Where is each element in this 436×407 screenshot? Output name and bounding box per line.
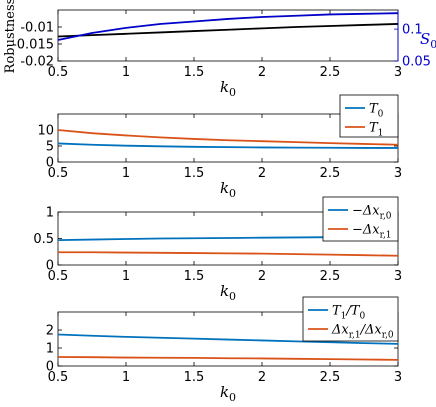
x-tick-label: 2.5 — [320, 65, 341, 80]
legend-entry: −Δxr,1 — [352, 223, 392, 241]
y-tick-label: 0.5 — [33, 232, 54, 247]
series-line-2 — [58, 251, 399, 257]
legend-entry: T0 — [369, 102, 384, 120]
x-tick-label: 3 — [394, 65, 402, 80]
y-tick-label: 0 — [46, 259, 54, 274]
x-tick-label: 2 — [258, 269, 266, 284]
x-axis-label: k0 — [220, 78, 236, 99]
right-y-tick-label: 0.1 — [402, 23, 423, 38]
series-line-1 — [57, 23, 399, 38]
series-line-2 — [57, 129, 399, 146]
x-tick-label: 1 — [122, 65, 130, 80]
y-tick-label: 0 — [46, 156, 54, 171]
legend-entry: T1/T0 — [332, 304, 365, 322]
chart-panel-1: 0.5 1 1.5 2 2.5 3 -0.02 -0.015 -0.01 0.05 0.1S0 Rob… — [3, 0, 436, 99]
y-tick-label: 1 — [46, 342, 54, 357]
plot-frame — [57, 113, 399, 163]
x-tick-label: 0.5 — [48, 269, 69, 284]
x-tick-label: 2 — [258, 166, 266, 181]
x-tick-label: 2.5 — [320, 166, 341, 181]
x-tick-label: 1.5 — [184, 166, 205, 181]
series-line-2 — [57, 12, 399, 41]
y-tick-label: 2 — [46, 324, 54, 339]
legend-box — [302, 296, 399, 342]
legend-entry: T1 — [369, 121, 383, 139]
x-tick-label: 1 — [122, 269, 130, 284]
x-tick-label: 3 — [394, 166, 402, 181]
legend: −Δxr,0−Δxr,1 — [322, 196, 399, 242]
y-tick-label: -0.015 — [12, 38, 54, 53]
y-axis-label: Robustness — [3, 0, 18, 73]
x-axis-label: k0 — [220, 383, 236, 404]
y-tick-label: 10 — [37, 124, 54, 139]
plot-frame — [57, 9, 399, 62]
x-tick-label: 0.5 — [48, 65, 69, 80]
right-y-tick-label: 0.05 — [402, 55, 431, 70]
x-tick-label: 2 — [258, 65, 266, 80]
x-tick-label: 1 — [122, 370, 130, 385]
y-tick-label: -0.02 — [20, 55, 54, 70]
legend-entry: −Δxr,0 — [352, 204, 392, 222]
x-tick-label: 1.5 — [184, 65, 205, 80]
series-line-2 — [57, 356, 399, 361]
x-tick-label: 0.5 — [48, 370, 69, 385]
x-tick-label: 2 — [258, 370, 266, 385]
x-tick-label: 1.5 — [184, 269, 205, 284]
legend-box — [322, 196, 399, 242]
x-tick-label: 2.5 — [320, 370, 341, 385]
x-tick-label: 3 — [394, 370, 402, 385]
right-axis-label: S0 — [420, 30, 436, 51]
x-tick-label: 1.5 — [184, 370, 205, 385]
series-line-1 — [57, 333, 399, 345]
x-axis-label: k0 — [220, 282, 236, 303]
legend-entry: Δxr,1/Δxr,0 — [331, 323, 394, 341]
y-tick-label: -0.01 — [20, 21, 54, 36]
x-tick-label: 3 — [394, 269, 402, 284]
x-axis-label: k0 — [220, 179, 236, 200]
series-line-1 — [57, 142, 398, 149]
y-tick-label: 1 — [46, 206, 54, 221]
x-tick-label: 2.5 — [320, 269, 341, 284]
legend-box — [339, 94, 399, 138]
x-tick-label: 0.5 — [48, 166, 69, 181]
y-tick-label: 0 — [46, 360, 54, 375]
y-tick-label: 5 — [46, 140, 54, 155]
x-tick-label: 1 — [122, 166, 130, 181]
